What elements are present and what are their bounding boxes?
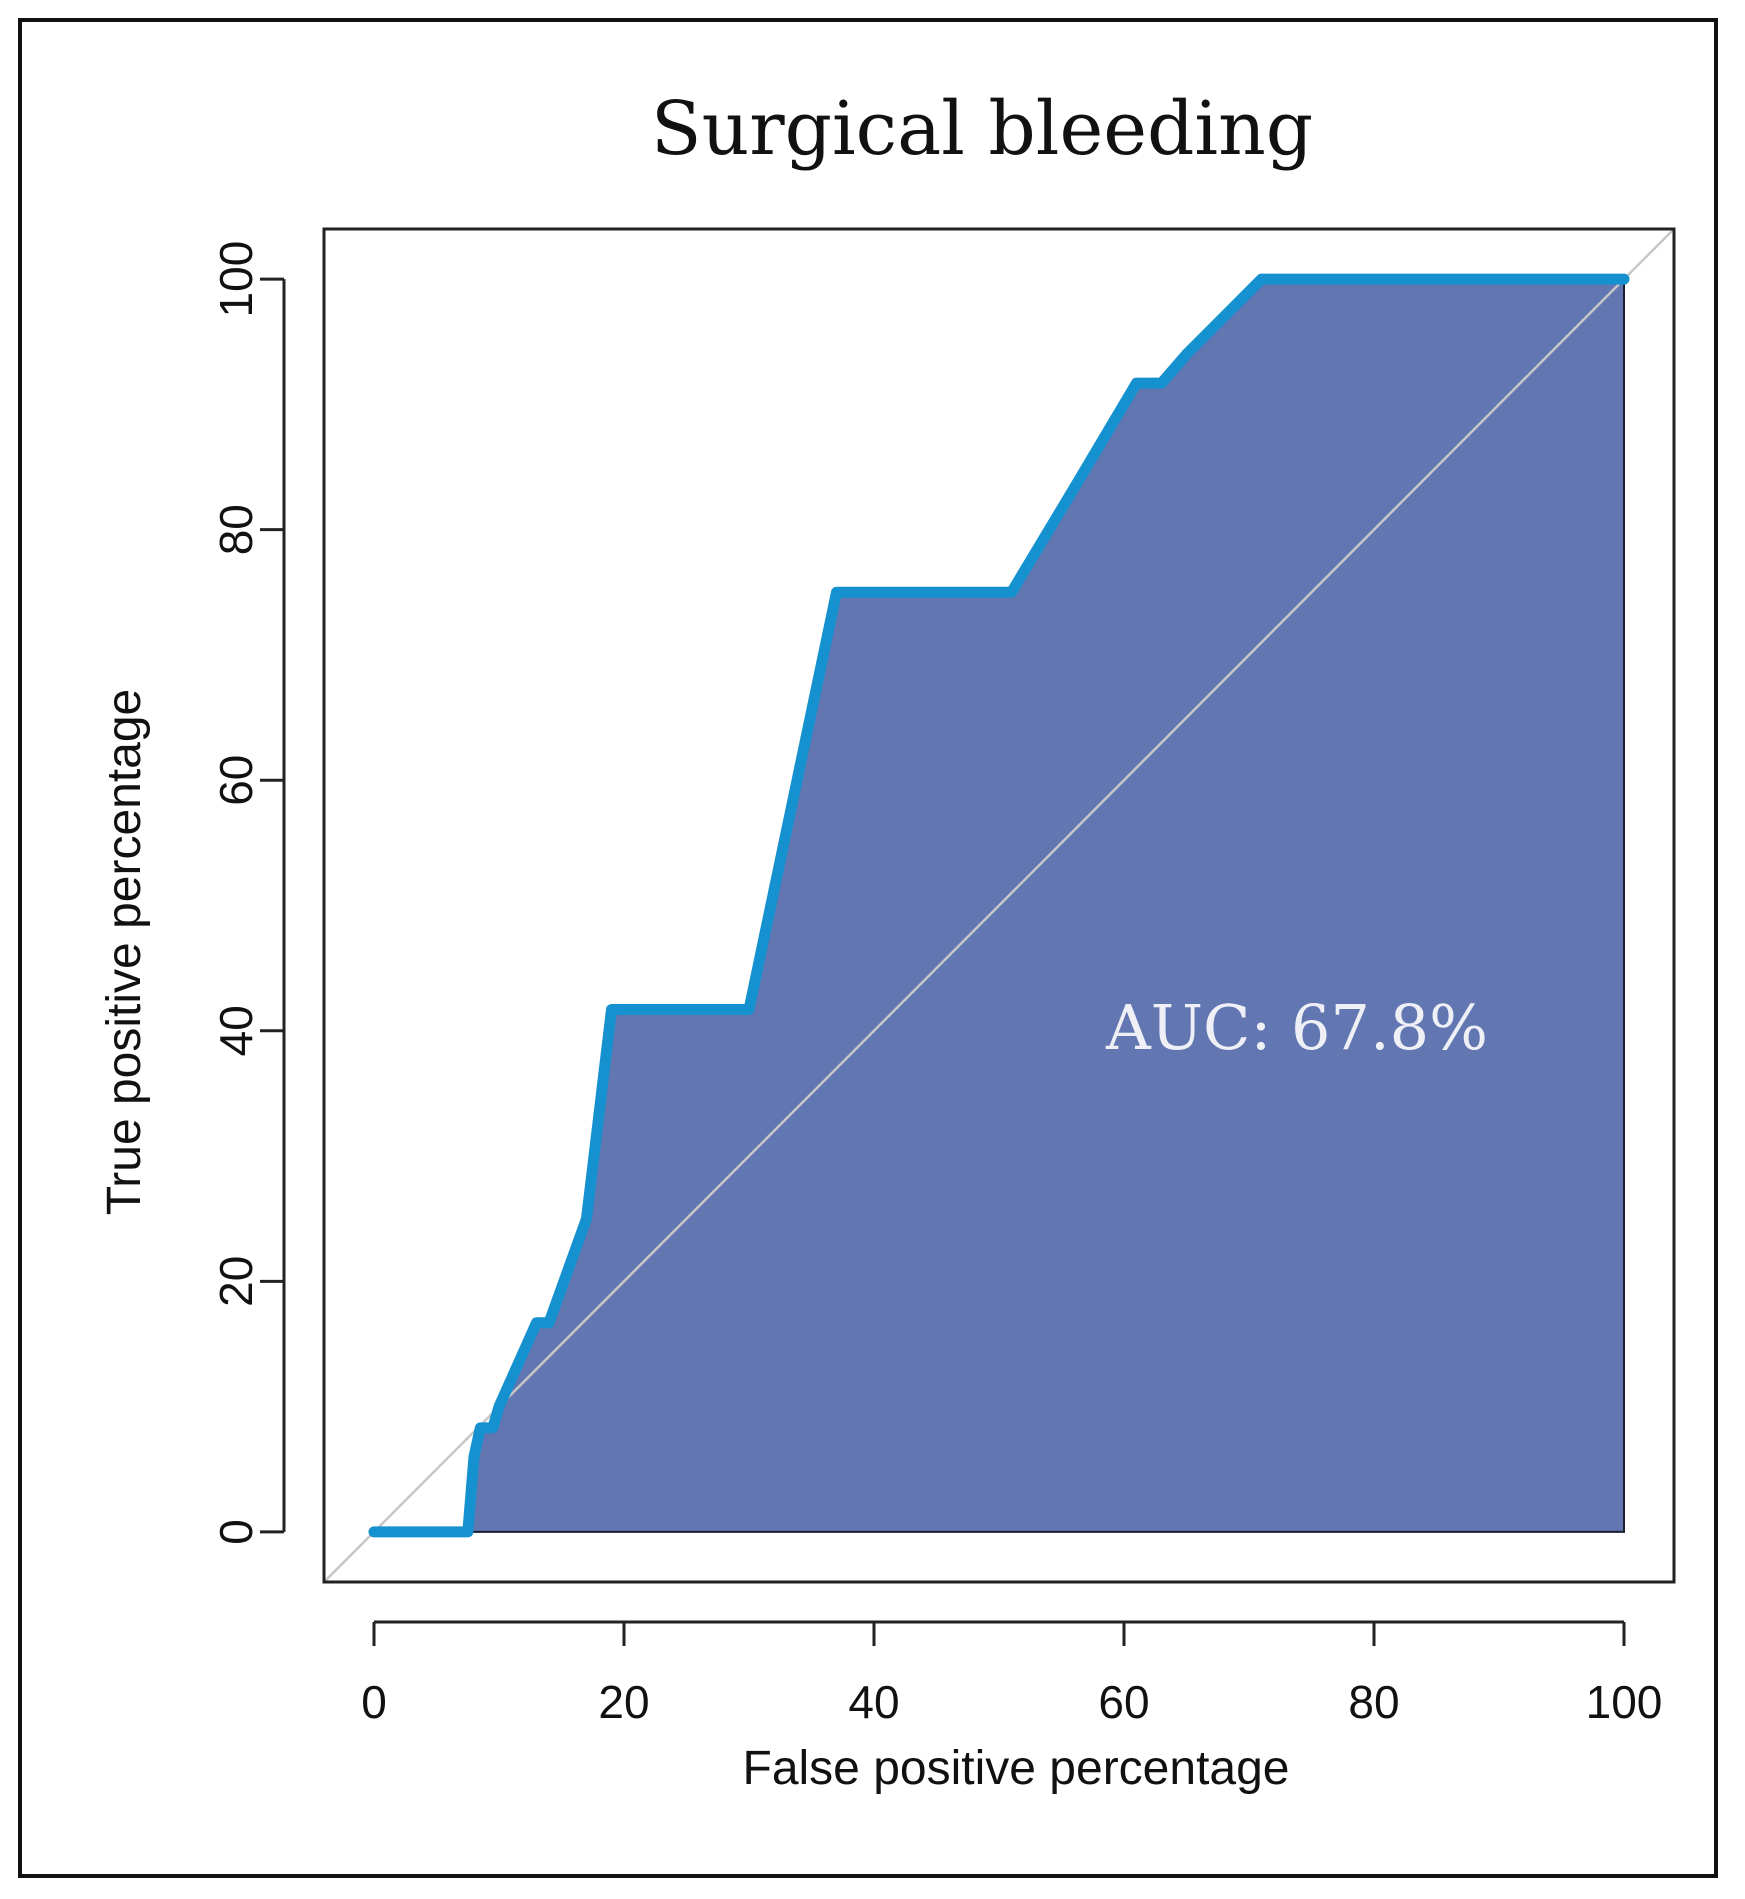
x-tick-label: 80 bbox=[1348, 1676, 1399, 1728]
x-tick-label: 20 bbox=[598, 1676, 649, 1728]
x-tick-label: 100 bbox=[1586, 1676, 1663, 1728]
figure-frame: Surgical bleeding 0 20 40 60 80 100 0 20 40 60 80 1… bbox=[18, 18, 1718, 1878]
y-tick-label: 80 bbox=[210, 504, 262, 555]
x-tick-label: 40 bbox=[848, 1676, 899, 1728]
reference-diagonal-line bbox=[323, 228, 1675, 1583]
roc-chart: Surgical bleeding 0 20 40 60 80 100 0 20 40 60 80 1… bbox=[98, 86, 1676, 1795]
y-tick-label: 0 bbox=[210, 1519, 262, 1545]
y-tick-label: 40 bbox=[210, 1005, 262, 1056]
x-axis-label: False positive percentage bbox=[743, 1742, 1290, 1795]
y-tick-label: 60 bbox=[210, 755, 262, 806]
y-axis-label: True positive percentage bbox=[98, 689, 151, 1216]
auc-annotation: AUC: 67.8% bbox=[1105, 991, 1488, 1064]
y-tick-label: 20 bbox=[210, 1256, 262, 1307]
plot-area-border bbox=[322, 227, 1676, 1584]
chart-title: Surgical bleeding bbox=[651, 86, 1313, 172]
x-tick-label: 0 bbox=[361, 1676, 387, 1728]
roc-curve-line bbox=[368, 273, 1630, 1538]
y-tick-label: 100 bbox=[210, 241, 262, 318]
x-tick-label: 60 bbox=[1098, 1676, 1149, 1728]
